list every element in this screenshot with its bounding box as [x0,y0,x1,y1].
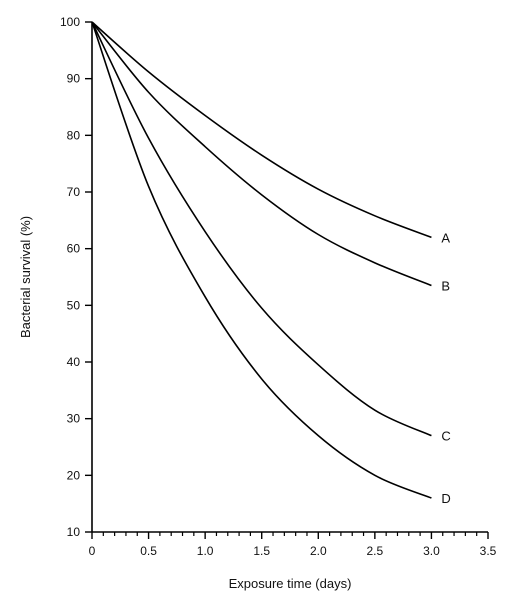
x-axis-title: Exposure time (days) [229,576,352,591]
x-tick-label: 3.5 [480,544,497,558]
y-tick-label: 40 [67,355,81,369]
x-tick-label: 1.5 [253,544,270,558]
y-axis-title: Bacterial survival (%) [18,216,33,338]
y-tick-label: 10 [67,525,81,539]
y-tick-label: 70 [67,185,81,199]
x-tick-label: 1.0 [197,544,214,558]
x-tick-label: 2.0 [310,544,327,558]
x-tick-label: 2.5 [367,544,384,558]
series-line-a [91,21,432,239]
series-labels: A B C D [441,230,450,506]
y-tick-label: 30 [67,412,81,426]
series-label-a: A [441,230,450,245]
y-tick-label: 60 [67,242,81,256]
series-label-c: C [441,429,450,444]
series-lines [91,21,432,499]
series-line-b [91,21,432,287]
x-tick-label: 0.5 [140,544,157,558]
series-line-c [91,21,432,437]
series-label-b: B [441,279,450,294]
y-tick-label: 20 [67,468,81,482]
y-tick-label: 90 [67,72,81,86]
y-tick-label: 80 [67,128,81,142]
axes [91,22,488,533]
y-tick-label: 50 [67,298,81,312]
y-axis-ticks: 10 20 30 40 50 60 70 80 90 100 [60,15,92,539]
series-label-d: D [441,491,450,506]
x-tick-label: 0 [89,544,96,558]
y-tick-label: 100 [60,15,80,29]
x-axis-ticks: 0 0.5 1.0 1.5 2.0 2.5 3.0 3.5 [89,532,497,558]
series-line-d [91,21,432,499]
x-tick-label: 3.0 [423,544,440,558]
